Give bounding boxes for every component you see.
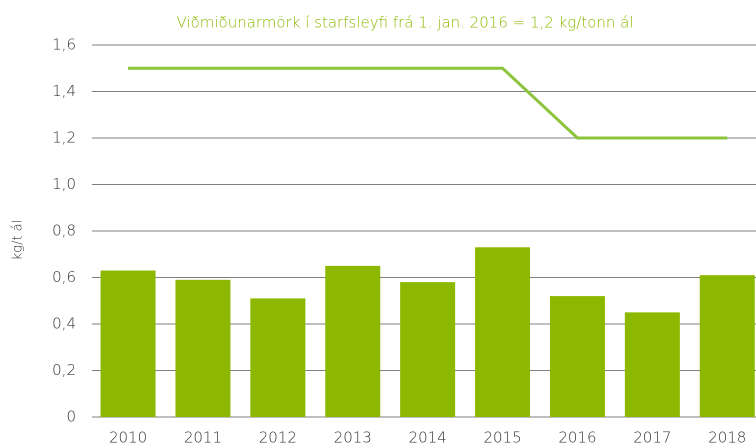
bar bbox=[400, 282, 456, 417]
x-tick-label: 2016 bbox=[558, 429, 596, 447]
y-tick-label: 0,8 bbox=[52, 222, 76, 240]
y-tick-label: 0,4 bbox=[52, 315, 76, 333]
x-tick-label: 2017 bbox=[633, 429, 671, 447]
bar bbox=[250, 298, 306, 417]
bar bbox=[475, 247, 531, 417]
y-axis-label: kg/t ál bbox=[11, 220, 26, 261]
bar bbox=[100, 270, 156, 417]
y-tick-label: 1,2 bbox=[52, 129, 76, 147]
bar bbox=[175, 279, 231, 417]
bar bbox=[699, 275, 755, 417]
y-tick-label: 1,0 bbox=[52, 175, 76, 193]
x-tick-label: 2012 bbox=[259, 429, 297, 447]
bar bbox=[549, 296, 605, 417]
y-tick-label: 0 bbox=[66, 408, 76, 426]
annotation: Viðmiðunarmörk í starfsleyfi frá 1. jan.… bbox=[176, 14, 633, 32]
line bbox=[128, 66, 728, 140]
bar bbox=[325, 265, 381, 417]
x-tick-label: 2011 bbox=[184, 429, 222, 447]
y-tick-label: 1,6 bbox=[52, 36, 76, 54]
bar bbox=[624, 312, 680, 417]
x-tick-label: 2018 bbox=[708, 429, 746, 447]
y-tick-label: 1,4 bbox=[52, 82, 76, 100]
y-tick-label: 0,6 bbox=[52, 268, 76, 286]
x-tick-label: 2013 bbox=[334, 429, 372, 447]
y-tick-label: 0,2 bbox=[52, 361, 76, 379]
x-tick-label: 2015 bbox=[483, 429, 521, 447]
x-tick-label: 2014 bbox=[409, 429, 447, 447]
x-tick-label: 2010 bbox=[109, 429, 147, 447]
